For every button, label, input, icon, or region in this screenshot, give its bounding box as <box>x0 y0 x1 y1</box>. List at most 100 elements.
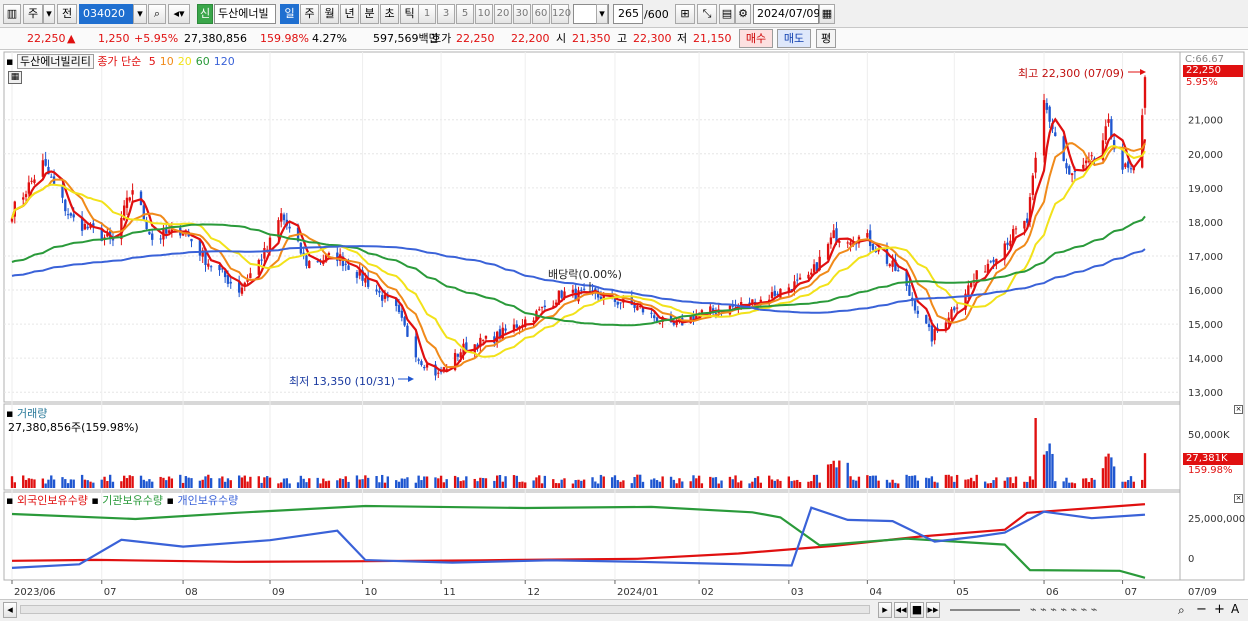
code-dropdown-icon[interactable]: ▾ <box>133 4 147 24</box>
interval-button[interactable]: 5 <box>456 4 474 24</box>
zoom-icon[interactable]: ⌕ <box>1178 603 1185 617</box>
indicator-icon[interactable]: ⊞ <box>675 4 695 24</box>
calculator-icon[interactable]: ▦ <box>8 71 22 84</box>
candle-body <box>61 185 64 198</box>
zoom-in-icon[interactable]: + <box>1214 602 1225 617</box>
ma-line-60 <box>11 215 1146 327</box>
candle-body <box>148 231 151 235</box>
candle-body <box>453 352 457 371</box>
candle-body <box>616 301 619 305</box>
volume-bar <box>535 477 538 488</box>
stop-icon[interactable]: ■ <box>910 602 924 618</box>
scrollbar-track[interactable] <box>20 605 870 614</box>
zoom-out-icon[interactable]: − <box>1196 602 1207 617</box>
volume-bar <box>933 481 936 488</box>
period-tab[interactable]: 주 <box>300 4 319 24</box>
low-label: 저 <box>677 32 688 45</box>
price-chart[interactable]: 13,000 14,000 15,000 16,000 17,000 18,000 19,0… <box>0 0 1248 599</box>
save-icon[interactable]: ▤ <box>719 4 735 24</box>
volume-bar <box>552 479 555 488</box>
volume-bar <box>229 480 232 488</box>
scroll-left-icon[interactable]: ◂ <box>3 602 17 618</box>
candle-body <box>1045 102 1049 110</box>
volume-toggle-icon[interactable]: ▪ <box>6 407 14 420</box>
search-icon[interactable]: ⌕ <box>148 4 166 24</box>
candle-body <box>1090 155 1093 157</box>
volume-bar <box>280 482 283 488</box>
interval-button[interactable]: 30 <box>513 4 531 24</box>
period-tab[interactable]: 월 <box>320 4 339 24</box>
market-select[interactable]: 주 <box>23 4 43 24</box>
volume-bar <box>305 482 308 488</box>
volume-bar <box>327 480 331 488</box>
candle-body <box>944 322 948 330</box>
buy-button[interactable]: 매수 <box>739 29 773 48</box>
candle-body <box>417 359 420 361</box>
interval-button[interactable]: 120 <box>551 4 571 24</box>
data-count-input[interactable]: 265 <box>613 4 643 24</box>
volume-close-icon[interactable]: × <box>1234 405 1243 414</box>
holding-close-icon[interactable]: × <box>1234 494 1243 503</box>
period-tab[interactable]: 년 <box>340 4 359 24</box>
panel-toggle-icon[interactable]: ▪ <box>6 55 14 68</box>
interval-button[interactable]: 20 <box>494 4 512 24</box>
interval-button[interactable]: 60 <box>532 4 550 24</box>
candle-body <box>277 220 280 238</box>
tool-icons[interactable]: ⌁ ⌁ ⌁ ⌁ ⌁ ⌁ ⌁ <box>1030 603 1098 616</box>
volume-bar <box>947 474 950 488</box>
zoom-slider[interactable] <box>950 609 1020 611</box>
bid-price: 22,200 <box>511 32 550 45</box>
stock-code-input[interactable]: 034020 <box>79 4 133 24</box>
chart-type-icon[interactable]: ▥ <box>3 4 21 24</box>
volume-bar <box>731 479 734 488</box>
volume-bar <box>1065 477 1068 488</box>
volume-bar <box>420 480 423 488</box>
volume-bar <box>285 478 289 488</box>
period-tab[interactable]: 분 <box>360 4 379 24</box>
calendar-icon[interactable]: ▦ <box>819 4 835 24</box>
candle-body <box>263 248 266 259</box>
candle-body <box>832 230 835 239</box>
volume-bar <box>355 475 359 488</box>
volume-bar <box>697 475 701 488</box>
fast-forward-icon[interactable]: ▸▸ <box>926 602 940 618</box>
candle-body <box>341 256 345 267</box>
date-input[interactable]: 2024/07/09 <box>753 4 820 24</box>
volume-bar <box>543 475 547 488</box>
eval-button[interactable]: 평 <box>816 29 836 48</box>
interval-dropdown-icon[interactable]: ▾ <box>596 4 608 24</box>
interval-button[interactable]: 10 <box>475 4 493 24</box>
volume-bar <box>916 480 920 488</box>
interval-button[interactable]: 3 <box>437 4 455 24</box>
volume-bar <box>162 477 165 488</box>
candle-body <box>481 339 485 341</box>
market-dropdown-icon[interactable]: ▾ <box>43 4 55 24</box>
volume-bar <box>246 481 249 488</box>
candle-body <box>773 290 776 296</box>
scroll-right-icon[interactable]: ▸ <box>878 602 892 618</box>
holding-toggle-icon[interactable]: ▪ <box>6 494 14 507</box>
settings-icon[interactable]: ⚙ <box>735 4 751 24</box>
candle-body <box>1048 106 1051 122</box>
draw-tool-icon[interactable]: ⤡ <box>697 4 717 24</box>
prev-button[interactable]: 전 <box>57 4 77 24</box>
font-size-icon[interactable]: A <box>1231 602 1240 616</box>
volume-bar <box>322 478 325 488</box>
sell-button[interactable]: 매도 <box>777 29 811 48</box>
candle-body <box>44 159 47 166</box>
sound-icon[interactable]: ◂▾ <box>168 4 190 24</box>
last-pct-tag: 5.95% <box>1186 77 1218 88</box>
volume-bar <box>650 479 653 488</box>
interval-button[interactable]: 1 <box>418 4 436 24</box>
candle-body <box>933 329 936 341</box>
candle-body <box>24 194 28 198</box>
volume-bar <box>818 482 821 488</box>
period-tab[interactable]: 초 <box>380 4 399 24</box>
volume-bar <box>1084 478 1088 488</box>
x-tick-label: 10 <box>365 587 378 598</box>
low-annotation: 최저 13,350 (10/31) <box>289 375 396 388</box>
rewind-icon[interactable]: ◂◂ <box>894 602 908 618</box>
period-tab[interactable]: 일 <box>280 4 299 24</box>
candle-body <box>86 226 89 229</box>
volume-bar <box>108 474 112 488</box>
